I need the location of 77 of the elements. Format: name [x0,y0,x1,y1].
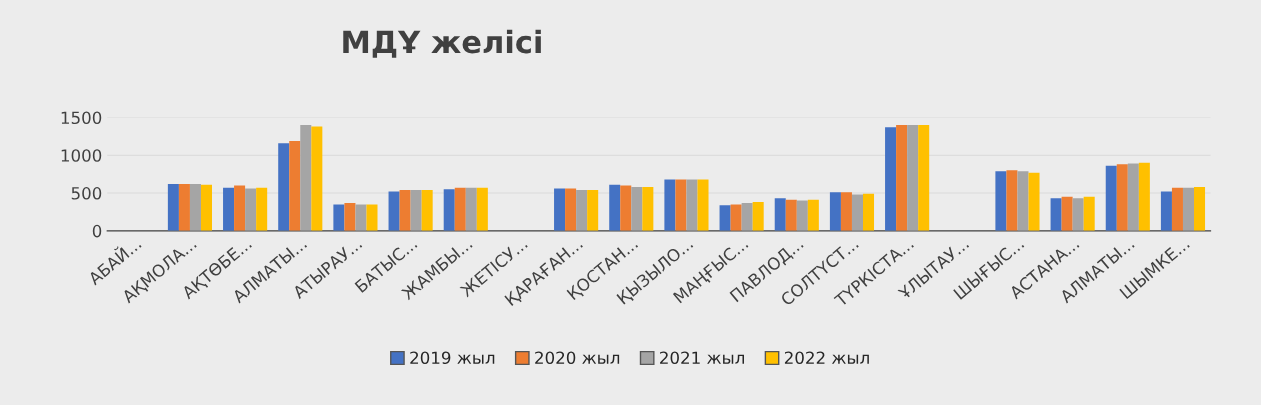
bar [840,192,852,231]
bar [829,192,841,231]
y-tick-label: 1000 [61,149,102,162]
bar [344,202,356,231]
chart-title: МДҰ желісі [343,29,541,58]
bar [1116,164,1128,231]
bar [807,199,819,231]
bar [178,183,190,231]
bar [1061,196,1073,231]
bar [443,189,455,231]
bar [278,143,290,231]
bar [1028,172,1040,231]
bar [664,179,676,231]
bar [863,193,875,231]
bar [576,190,588,231]
bar [410,190,422,231]
bar [300,125,312,231]
bar [476,187,488,231]
bar [609,184,621,231]
bar [741,202,753,231]
bar [885,127,897,231]
bar [454,187,466,231]
bar [587,190,599,231]
legend-label: 2020 жыл [535,351,620,365]
bar [289,140,301,231]
bar [675,179,687,231]
bar [851,194,863,231]
bar [200,184,213,231]
bar [918,125,930,231]
bar [907,125,919,231]
bar [565,188,577,231]
bar [234,185,246,231]
legend-label: 2019 жыл [410,351,495,365]
bar [752,202,764,231]
bar [1171,187,1183,231]
bar [388,191,400,231]
legend-label: 2022 жыл [784,351,869,365]
bar [1083,196,1095,231]
bar [465,187,477,231]
bar [1138,162,1150,231]
bar [1105,165,1117,231]
bar [189,183,201,231]
y-tick-label: 1500 [61,111,102,125]
bar [1050,198,1062,231]
bar [995,171,1007,231]
bar [399,190,411,231]
bar [774,198,786,231]
bar [730,204,742,231]
bar [1127,163,1139,231]
legend-label: 2021 жыл [660,351,744,365]
bar [256,187,268,231]
bar [697,179,709,231]
bar [642,187,654,231]
bar [223,187,235,231]
bar [1017,171,1029,231]
bar [785,199,797,231]
bar [355,204,367,231]
bar [796,200,808,231]
bar [686,179,698,231]
bar [421,190,433,231]
bar [366,204,378,231]
bar [631,187,643,231]
y-tick-label: 0 [92,224,102,238]
bar [620,185,632,231]
bar [333,204,345,231]
bar [245,188,257,231]
y-tick-label: 500 [71,187,102,200]
bar [311,126,323,231]
bar [1194,187,1206,231]
bar [1072,198,1084,231]
bar [554,188,566,231]
bar [719,205,731,231]
bar [1006,170,1018,231]
bar [1160,191,1172,231]
bar [167,183,179,231]
bar [1182,187,1195,231]
bar [896,125,908,231]
